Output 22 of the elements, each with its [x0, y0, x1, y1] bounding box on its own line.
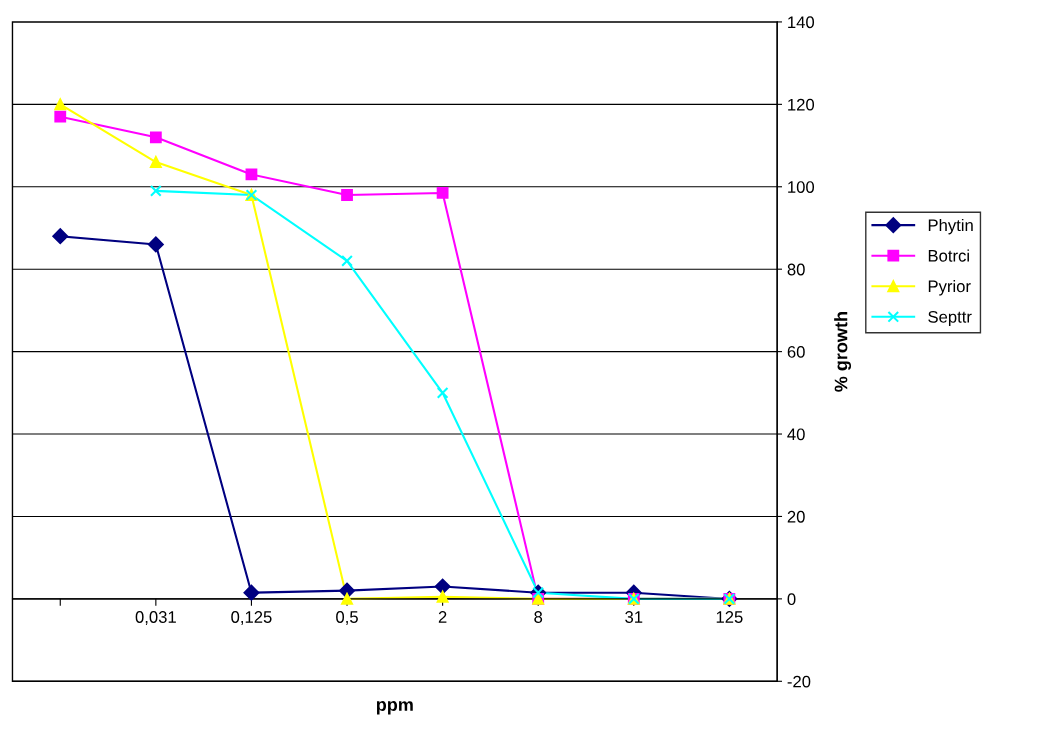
y-tick-label: 100	[788, 181, 815, 193]
x-tick-label: 0,031	[135, 611, 176, 625]
x-axis-title: ppm	[376, 701, 413, 715]
x-tick-label: 8	[534, 611, 543, 623]
y-tick-label: 140	[788, 16, 815, 29]
legend-label: Botrci	[928, 249, 969, 262]
legend-label: Septtr	[928, 310, 972, 327]
x-tick-label: 31	[625, 611, 643, 623]
y-tick-label: 40	[787, 428, 805, 441]
y-axis-title: % growth	[834, 312, 852, 392]
legend-label: Pyrior	[928, 279, 971, 296]
x-tick-label: 0,5	[336, 611, 358, 625]
y-tick-label: 80	[787, 263, 805, 276]
x-tick-label: 0,125	[231, 611, 272, 625]
y-tick-label: 60	[787, 346, 805, 358]
y-tick-label: 0	[787, 593, 796, 606]
y-tick-label: 20	[787, 510, 805, 523]
legend-label: Phytin	[928, 218, 973, 235]
y-tick-label: 120	[788, 98, 815, 111]
x-tick-label: 2	[438, 611, 447, 623]
y-tick-label: -20	[787, 675, 811, 688]
x-tick-label: 125	[716, 611, 743, 623]
